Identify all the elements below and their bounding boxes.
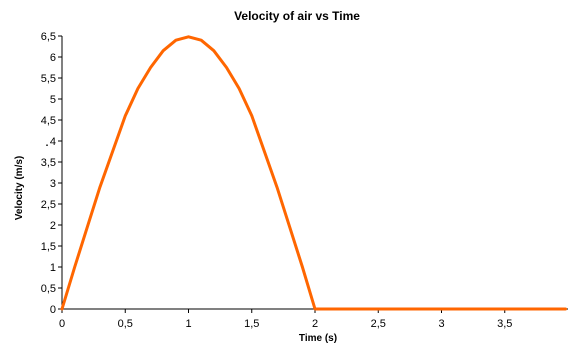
- y-axis-label: Velocity (m/s): [14, 156, 25, 220]
- x-tick-label: 1: [185, 318, 191, 330]
- y-axis-ticks: 0 0,5 1 1,5 2 2,5 3 3,5 4 4,5 5 5,5 6 6,5: [41, 31, 62, 316]
- x-tick-label: 3: [438, 318, 444, 330]
- y-tick-label: 0: [50, 304, 56, 316]
- x-tick-label: 2: [312, 318, 318, 330]
- y-tick-label: 6,5: [41, 31, 56, 43]
- y-tick-label: 4: [50, 136, 56, 148]
- y-tick-label: 6: [50, 52, 56, 64]
- velocity-series-line: [60, 35, 567, 311]
- y-tick-label: 3,5: [41, 157, 56, 169]
- x-tick-label: 3,5: [497, 318, 512, 330]
- chart-title: Velocity of air vs Time: [234, 9, 360, 23]
- x-tick-label: 0: [59, 318, 65, 330]
- y-tick-label: 2,5: [41, 199, 56, 211]
- y-tick-label: 2: [50, 220, 56, 232]
- x-axis-label: Time (s): [299, 333, 337, 344]
- y-tick-label: 3: [50, 178, 56, 190]
- y-tick-label: 5,5: [41, 73, 56, 85]
- x-tick-label: 0,5: [118, 318, 133, 330]
- y-tick-label: 1: [50, 262, 56, 274]
- y-tick-label: 0,5: [41, 283, 56, 295]
- axes: [61, 36, 568, 310]
- y-tick-label: 5: [50, 94, 56, 106]
- y-tick-label: 1,5: [41, 241, 56, 253]
- series-group: [60, 35, 567, 311]
- x-tick-label: 2,5: [371, 318, 386, 330]
- x-tick-label: 1,5: [244, 318, 259, 330]
- y-tick-label: 4,5: [41, 115, 56, 127]
- x-axis-ticks: 0 0,5 1 1,5 2 2,5 3 3,5: [59, 309, 512, 330]
- y-axis-annotation: .: [46, 138, 49, 149]
